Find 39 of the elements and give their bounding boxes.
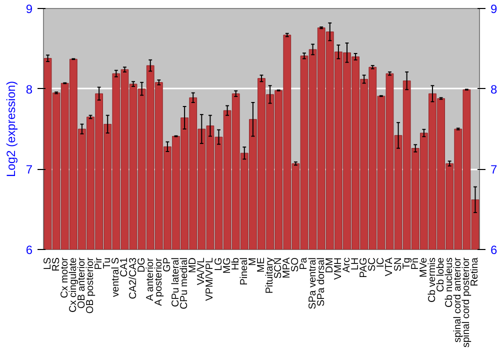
x-tick-label: CA2/CA3: [128, 257, 139, 300]
x-tick-label: CA1: [119, 257, 130, 277]
x-tick-label: LS: [42, 257, 54, 270]
x-tick-label: Pa: [298, 257, 310, 270]
x-tick-label: Cx cingulate: [68, 257, 79, 313]
y-tick-label: 6: [26, 243, 33, 257]
x-tick-label: SN: [392, 257, 404, 272]
x-tick-label: GP: [162, 257, 173, 272]
x-tick-label: spinal cord posterior: [461, 256, 472, 348]
x-tick-label: RS: [50, 257, 62, 272]
x-tick-label: Retina: [470, 257, 481, 286]
x-tick-label: A posterior: [153, 257, 164, 306]
x-tick-label: VTA: [384, 257, 396, 276]
x-tick-label: DM: [324, 257, 336, 274]
x-tick-label: Hb: [230, 257, 242, 270]
x-tick-label: VPM/VPL: [204, 257, 216, 301]
x-tick-label: OB anterior: [76, 256, 88, 309]
y2-tick-label: 9: [490, 2, 498, 16]
y2-tick-label: 8: [490, 82, 498, 96]
y-tick-label: 7: [26, 162, 33, 177]
x-tick-label: Pituitary: [264, 258, 276, 294]
x-tick-label: Tg: [401, 258, 412, 270]
y2-tick-label: 6: [490, 243, 498, 257]
x-tick-label: MVe: [418, 257, 430, 278]
y-tick-label: 9: [26, 2, 33, 16]
y2-tick-label: 7: [490, 162, 498, 177]
x-tick-label: OB posterior: [85, 256, 96, 314]
x-tick-label: M: [247, 257, 258, 266]
y-tick-label: 8: [26, 82, 33, 96]
x-tick-label: DG: [136, 257, 148, 272]
x-tick-label: LG: [213, 257, 224, 271]
x-tick-label: Pn: [410, 257, 421, 270]
y-axis-title: Log2 (expression): [4, 80, 18, 178]
x-tick-label: A anterior: [144, 257, 156, 301]
x-tick-label: Pineal: [238, 257, 250, 286]
x-tick-label: ME: [256, 257, 267, 272]
x-tick-label: VMH: [332, 257, 344, 280]
x-tick-label: SPa dorsal: [316, 257, 327, 306]
x-tick-label: Arc: [341, 258, 352, 272]
